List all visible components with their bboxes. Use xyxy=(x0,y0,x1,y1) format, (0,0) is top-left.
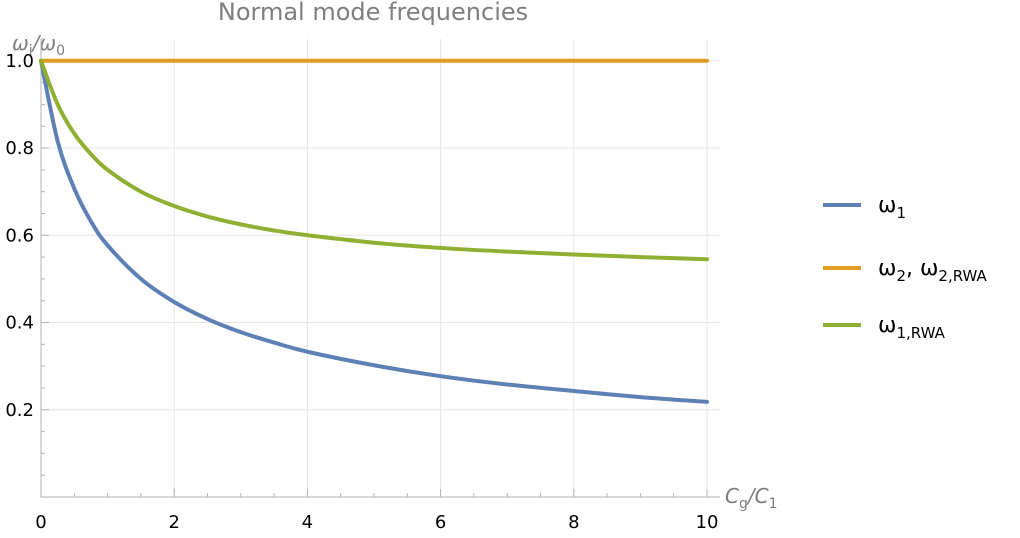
y-tick-label: 0.2 xyxy=(5,400,34,421)
y-tick-label: 1.0 xyxy=(5,51,34,72)
series-line-3 xyxy=(39,58,709,262)
y-axis-label: ωi/ω0 xyxy=(12,31,65,59)
x-tick-label: 8 xyxy=(568,512,579,533)
x-tick-label: 0 xyxy=(35,512,46,533)
legend-label-2: ω2, ω2,RWA xyxy=(878,256,988,285)
axes xyxy=(40,39,720,498)
series-lines xyxy=(39,58,709,404)
legend-label-1: ω1 xyxy=(878,193,906,222)
x-tick-label: 6 xyxy=(435,512,446,533)
legend: ω1 ω2, ω2,RWA ω1,RWA xyxy=(823,193,988,342)
grid xyxy=(41,39,720,497)
x-axis-label: Cg/C1 xyxy=(725,484,778,512)
legend-label-3: ω1,RWA xyxy=(878,313,946,342)
ticks: 0 2 4 6 8 10 0.2 0.4 0.6 0.8 1.0 xyxy=(5,38,719,533)
chart-title: Normal mode frequencies xyxy=(218,0,528,26)
y-tick-label: 0.8 xyxy=(5,138,34,159)
x-tick-label: 4 xyxy=(302,512,313,533)
x-tick-label: 10 xyxy=(696,512,719,533)
x-tick-label: 2 xyxy=(168,512,179,533)
series-line-1 xyxy=(39,58,709,404)
y-tick-label: 0.4 xyxy=(5,313,34,334)
y-tick-label: 0.6 xyxy=(5,225,34,246)
